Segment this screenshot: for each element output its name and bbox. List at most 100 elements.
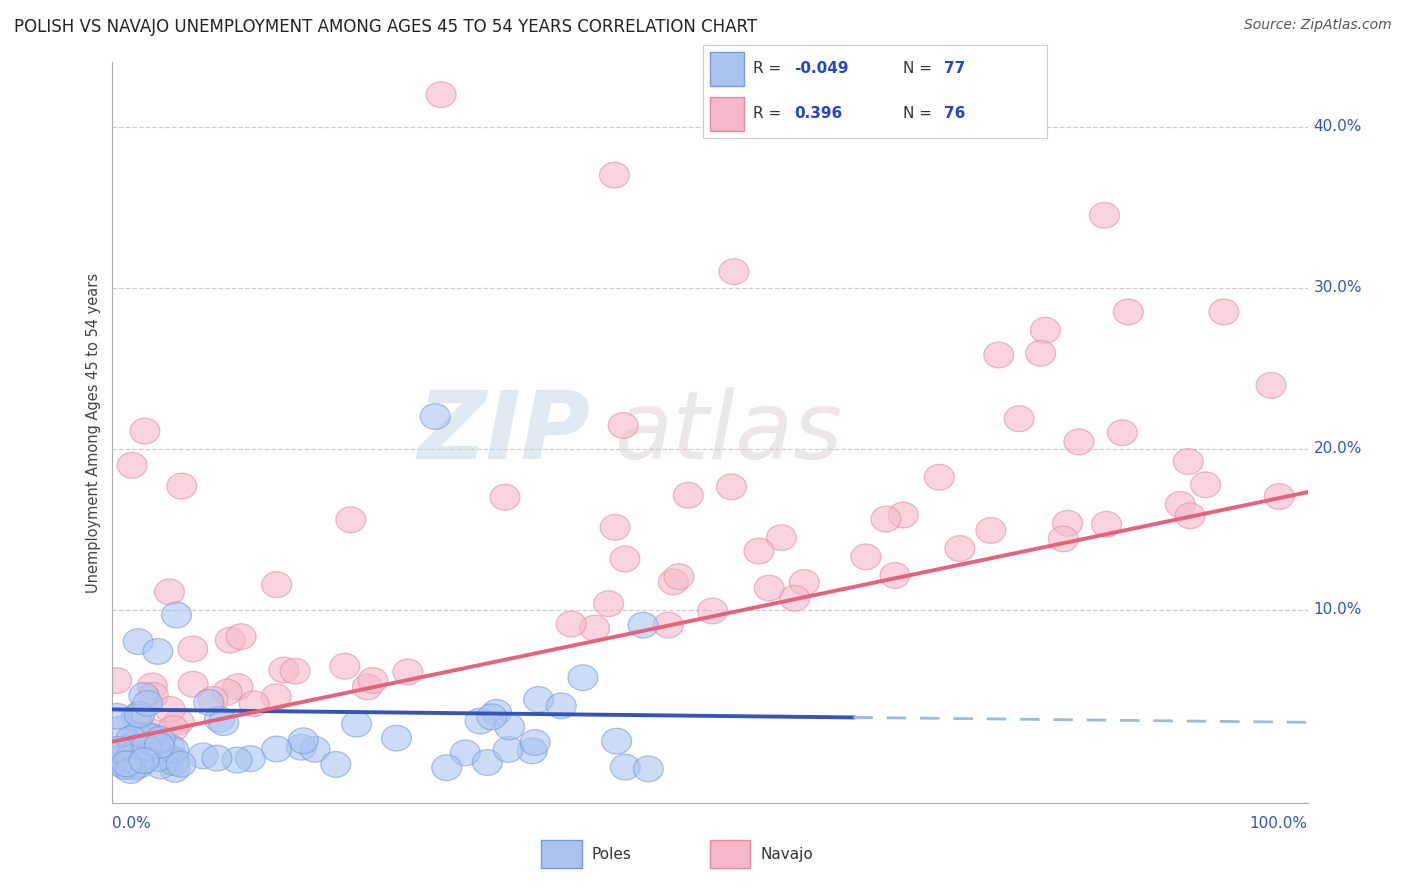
Ellipse shape (1064, 429, 1094, 455)
Ellipse shape (139, 720, 169, 746)
Ellipse shape (226, 624, 256, 649)
Ellipse shape (766, 524, 796, 550)
Ellipse shape (107, 716, 136, 742)
Ellipse shape (125, 702, 155, 728)
Ellipse shape (165, 708, 194, 734)
Ellipse shape (494, 737, 523, 763)
Text: 100.0%: 100.0% (1250, 815, 1308, 830)
Ellipse shape (976, 517, 1005, 543)
Ellipse shape (194, 690, 224, 715)
Ellipse shape (198, 687, 228, 713)
Ellipse shape (336, 507, 366, 533)
Text: Poles: Poles (592, 847, 631, 862)
Ellipse shape (125, 701, 155, 727)
Ellipse shape (129, 418, 160, 444)
Ellipse shape (235, 746, 266, 772)
Bar (541, 840, 582, 868)
Ellipse shape (520, 730, 550, 756)
Ellipse shape (204, 706, 235, 732)
Ellipse shape (153, 743, 183, 769)
Ellipse shape (120, 755, 149, 780)
Ellipse shape (118, 745, 148, 771)
Ellipse shape (117, 452, 148, 478)
Ellipse shape (129, 747, 159, 773)
Ellipse shape (1031, 318, 1060, 343)
Ellipse shape (124, 723, 153, 749)
Ellipse shape (664, 564, 695, 590)
Bar (710, 52, 744, 86)
Ellipse shape (111, 751, 141, 777)
Text: 76: 76 (945, 106, 966, 121)
Ellipse shape (101, 668, 132, 693)
Text: POLISH VS NAVAJO UNEMPLOYMENT AMONG AGES 45 TO 54 YEARS CORRELATION CHART: POLISH VS NAVAJO UNEMPLOYMENT AMONG AGES… (14, 18, 758, 36)
Ellipse shape (179, 672, 208, 698)
Ellipse shape (1191, 472, 1220, 498)
Ellipse shape (359, 667, 388, 693)
Ellipse shape (654, 612, 683, 638)
Text: 40.0%: 40.0% (1313, 120, 1362, 135)
Ellipse shape (103, 704, 132, 729)
Ellipse shape (880, 563, 910, 589)
Ellipse shape (136, 723, 166, 749)
Ellipse shape (159, 715, 188, 741)
Ellipse shape (287, 734, 316, 760)
Ellipse shape (924, 465, 955, 490)
Ellipse shape (1114, 299, 1143, 325)
Ellipse shape (610, 546, 640, 572)
Text: 0.396: 0.396 (794, 106, 842, 121)
Ellipse shape (628, 612, 658, 638)
Ellipse shape (477, 704, 506, 730)
Ellipse shape (465, 708, 495, 734)
Ellipse shape (129, 682, 159, 708)
Bar (710, 840, 751, 868)
Ellipse shape (124, 629, 153, 655)
Text: N =: N = (903, 106, 932, 121)
Ellipse shape (117, 726, 146, 752)
Text: ZIP: ZIP (418, 386, 591, 479)
Ellipse shape (1026, 341, 1056, 366)
Ellipse shape (420, 404, 450, 429)
Ellipse shape (239, 691, 269, 716)
Ellipse shape (450, 740, 481, 765)
Ellipse shape (1174, 449, 1204, 475)
Ellipse shape (202, 745, 232, 771)
Ellipse shape (160, 756, 190, 782)
Ellipse shape (1108, 420, 1137, 446)
Ellipse shape (658, 569, 689, 595)
Ellipse shape (718, 259, 749, 285)
Ellipse shape (851, 544, 882, 570)
Text: 77: 77 (945, 62, 966, 77)
Ellipse shape (167, 474, 197, 499)
Bar (710, 97, 744, 131)
Ellipse shape (1004, 406, 1033, 432)
Ellipse shape (177, 636, 208, 662)
Ellipse shape (482, 699, 512, 725)
Ellipse shape (602, 728, 631, 754)
Ellipse shape (114, 747, 143, 772)
Text: 10.0%: 10.0% (1313, 602, 1362, 617)
Y-axis label: Unemployment Among Ages 45 to 54 years: Unemployment Among Ages 45 to 54 years (86, 273, 101, 592)
Text: Navajo: Navajo (761, 847, 813, 862)
Ellipse shape (121, 705, 152, 730)
Ellipse shape (1049, 526, 1078, 552)
Ellipse shape (208, 710, 239, 736)
Ellipse shape (138, 673, 167, 698)
Ellipse shape (557, 611, 586, 637)
Ellipse shape (381, 725, 412, 751)
Ellipse shape (143, 639, 173, 665)
Ellipse shape (288, 728, 318, 754)
Ellipse shape (1264, 483, 1294, 509)
Ellipse shape (609, 413, 638, 438)
Ellipse shape (547, 693, 576, 719)
Ellipse shape (110, 753, 139, 779)
Ellipse shape (945, 536, 974, 561)
Ellipse shape (166, 751, 195, 777)
Ellipse shape (215, 627, 245, 653)
Ellipse shape (224, 673, 253, 699)
Ellipse shape (138, 682, 169, 708)
Text: Source: ZipAtlas.com: Source: ZipAtlas.com (1244, 18, 1392, 32)
Ellipse shape (159, 750, 188, 775)
Ellipse shape (155, 579, 184, 605)
Ellipse shape (697, 598, 727, 624)
Text: N =: N = (903, 62, 932, 77)
